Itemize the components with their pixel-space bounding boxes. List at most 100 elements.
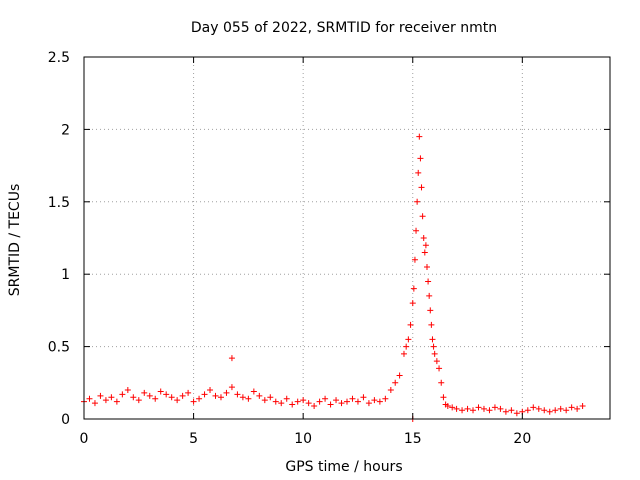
data-point — [513, 410, 520, 417]
data-point — [486, 407, 493, 414]
data-point — [294, 398, 301, 405]
data-point — [141, 389, 148, 396]
data-point — [508, 407, 515, 414]
data-point — [124, 387, 131, 394]
data-point — [449, 404, 456, 411]
data-point — [354, 398, 361, 405]
data-point — [311, 402, 318, 409]
data-point — [413, 227, 420, 234]
data-point — [396, 372, 403, 379]
data-point — [417, 155, 424, 162]
data-point — [428, 321, 435, 328]
data-point — [245, 395, 252, 402]
data-point — [174, 397, 181, 404]
data-point — [349, 395, 356, 402]
data-point — [239, 394, 246, 401]
data-point — [392, 379, 399, 386]
data-point — [464, 405, 471, 412]
data-point — [418, 184, 425, 191]
data-point — [146, 392, 153, 399]
y-tick-label: 1 — [61, 267, 70, 283]
data-point — [261, 397, 268, 404]
chart-title: Day 055 of 2022, SRMTID for receiver nmt… — [191, 20, 497, 36]
x-tick-label: 10 — [294, 431, 312, 447]
y-tick-label: 2 — [61, 122, 70, 138]
data-point — [283, 395, 290, 402]
data-point — [459, 407, 466, 414]
data-point — [102, 397, 109, 404]
data-point — [563, 407, 570, 414]
data-point — [360, 394, 367, 401]
data-point — [382, 395, 389, 402]
grid-layer — [84, 57, 610, 419]
data-point — [541, 407, 548, 414]
data-point — [426, 292, 433, 299]
data-point — [135, 397, 142, 404]
data-point — [168, 394, 175, 401]
data-point — [400, 350, 407, 357]
data-point — [546, 408, 553, 415]
data-point — [433, 358, 440, 365]
data-point — [344, 398, 350, 405]
y-tick-label: 1.5 — [48, 195, 70, 211]
data-point — [387, 387, 394, 394]
data-point — [438, 379, 445, 386]
data-point — [130, 394, 137, 401]
data-point — [480, 405, 487, 412]
data-point — [201, 391, 208, 398]
data-point — [491, 404, 498, 411]
data-point — [502, 408, 509, 415]
plot-frame — [83, 56, 611, 420]
data-point — [179, 392, 186, 399]
data-point — [530, 404, 537, 411]
data-point — [91, 400, 98, 407]
data-point — [574, 405, 581, 412]
y-axis-label: SRMTID / TECUs — [7, 184, 23, 297]
x-axis-label: GPS time / hours — [285, 459, 402, 475]
data-point — [420, 235, 427, 241]
data-point — [152, 395, 159, 402]
data-point — [410, 285, 417, 292]
data-point — [163, 391, 170, 398]
data-point — [579, 402, 586, 409]
data-point — [405, 336, 412, 343]
data-point — [475, 404, 482, 411]
data-point — [419, 213, 426, 220]
x-tick-label: 5 — [189, 431, 198, 447]
data-point — [190, 398, 197, 405]
data-point — [327, 401, 334, 408]
data-point — [119, 391, 126, 398]
data-point — [524, 407, 531, 414]
data-point — [416, 133, 423, 140]
data-points — [81, 133, 586, 422]
data-point — [267, 394, 274, 401]
data-point — [196, 395, 203, 402]
data-point — [411, 256, 418, 263]
data-point — [217, 394, 224, 401]
data-point — [289, 401, 296, 408]
data-point — [470, 407, 477, 414]
data-point — [403, 343, 410, 350]
data-point — [97, 392, 104, 399]
data-point — [497, 405, 504, 412]
data-point — [444, 402, 451, 409]
data-point — [250, 388, 257, 395]
data-point — [185, 389, 192, 396]
data-point — [207, 387, 214, 394]
data-point — [278, 400, 285, 407]
y-tick-label: 0 — [61, 412, 70, 428]
data-point — [440, 394, 447, 401]
data-point — [371, 397, 378, 404]
data-point — [427, 307, 434, 314]
data-point — [365, 400, 372, 407]
data-point — [436, 365, 443, 372]
data-point — [223, 389, 230, 396]
data-point — [108, 394, 115, 401]
data-point — [212, 392, 219, 399]
data-point — [376, 398, 383, 405]
data-point — [157, 388, 164, 395]
data-point — [407, 321, 414, 328]
x-tick-label: 20 — [513, 431, 531, 447]
data-point — [423, 263, 430, 270]
